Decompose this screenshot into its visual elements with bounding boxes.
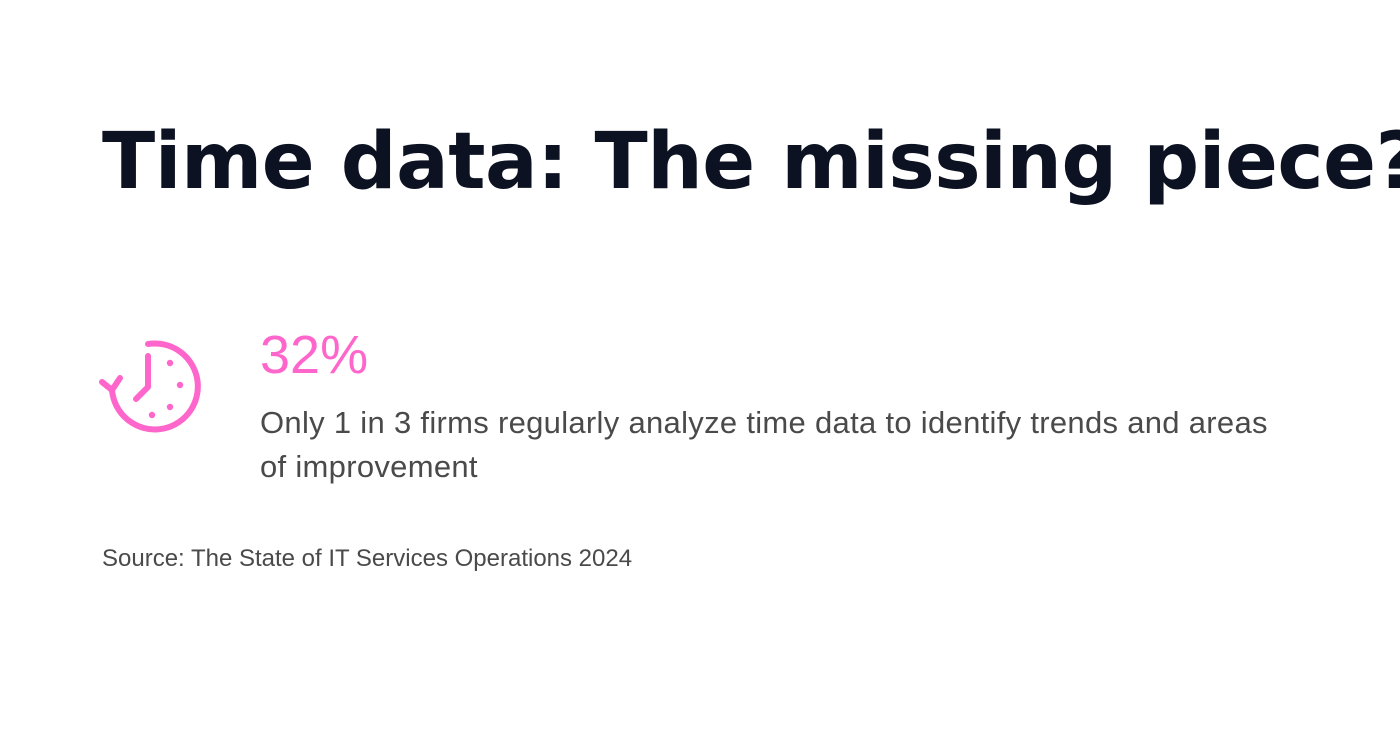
- source-note: Source: The State of IT Services Operati…: [102, 545, 633, 572]
- page-title: Time data: The missing piece?: [102, 117, 1400, 207]
- stat-value: 32%: [260, 325, 369, 385]
- clock-history-icon: [98, 338, 204, 434]
- stat-description: Only 1 in 3 firms regularly analyze time…: [260, 405, 1268, 484]
